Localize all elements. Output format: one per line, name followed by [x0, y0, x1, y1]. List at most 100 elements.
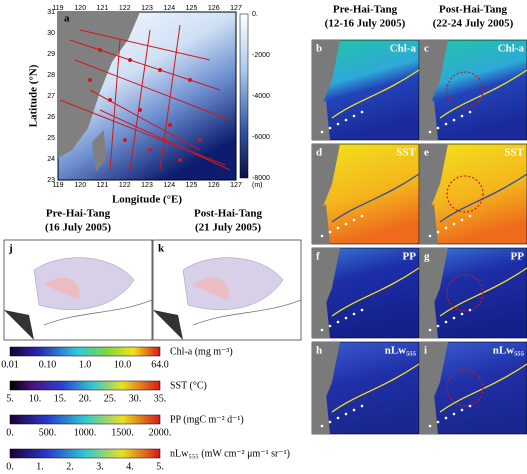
map-panel: i nLw₅₅₅ [420, 342, 527, 434]
station-dot [345, 413, 348, 416]
station-dot [353, 313, 356, 316]
panel-label: Chl-a [498, 43, 525, 55]
column-dates: (12-16 July 2005) [325, 18, 406, 30]
x-tick-label: 121 [97, 5, 109, 12]
station-dot [329, 325, 332, 328]
panel-letter: h [316, 345, 322, 357]
colorbar-tick-label: 15. [54, 393, 67, 404]
station-dot [337, 321, 340, 324]
x-axis-label: Longitude (°E) [112, 194, 182, 206]
x-tick-label: 126 [208, 5, 220, 12]
colorbar [10, 415, 160, 424]
station-dot [353, 409, 356, 412]
x-tick-label: 120 [74, 182, 86, 189]
station-dot [321, 131, 324, 134]
panel-label: PP [403, 251, 417, 263]
colorbar-tick-label: -2000 [252, 52, 270, 59]
x-tick-label: 123 [141, 182, 153, 189]
y-tick-label: 31 [47, 9, 55, 16]
station-dot [321, 235, 324, 238]
station-dot [361, 405, 364, 408]
colorbar-label: PP (mgC m⁻² d⁻¹) [170, 414, 244, 425]
station-dot [429, 425, 432, 428]
colorbar-tick-label: 2000. [149, 427, 172, 438]
station-dot [469, 111, 472, 114]
colorbar-tick-label: 0. [252, 11, 258, 18]
colorbar [10, 381, 160, 390]
vector-panel: k [153, 240, 301, 340]
station-dot [361, 215, 364, 218]
colorbar-tick-label: 1500. [111, 427, 134, 438]
colorbar-label: Chl-a (mg m⁻³) [170, 346, 233, 357]
panel-dates: (21 July 2005) [195, 222, 261, 234]
station-dot [321, 329, 324, 332]
panel-letter: c [424, 43, 429, 55]
colorbar-tick-label: 35. [154, 393, 167, 404]
station-dot [337, 123, 340, 126]
colorbar-tick-label: 1. [36, 461, 44, 472]
station-dot [453, 119, 456, 122]
map-panel: f PP [312, 248, 419, 338]
panel-label: SST [396, 147, 416, 159]
station-dot [337, 227, 340, 230]
colorbar-tick-label: 500. [39, 427, 57, 438]
colorbar-tick-label: -6000 [252, 134, 270, 141]
colorbar-tick-label: 1000. [74, 427, 97, 438]
station-dot [445, 321, 448, 324]
panel-label: nLw₅₅₅ [385, 345, 417, 357]
x-tick-label: 127 [230, 182, 242, 189]
x-tick-label: 121 [97, 182, 109, 189]
station-dot [437, 231, 440, 234]
panel-label: SST [504, 147, 524, 159]
colorbar-tick-label: -4000 [252, 93, 270, 100]
colorbar-tick-label: 1.0 [79, 359, 92, 370]
station-dot [461, 115, 464, 118]
station-dot [353, 115, 356, 118]
station-dot [461, 313, 464, 316]
colorbar-tick-label: 5. [6, 393, 14, 404]
colorbar-tick-label: 3. [96, 461, 104, 472]
station-dot [321, 425, 324, 428]
y-tick-label: 23 [47, 177, 55, 184]
station-dot [469, 215, 472, 218]
colorbar-tick-label: 0. [6, 461, 14, 472]
station-dot [461, 219, 464, 222]
panel-letter: e [424, 147, 429, 159]
station-dot [353, 219, 356, 222]
panel-label: PP [511, 251, 525, 263]
station-dot [461, 409, 464, 412]
colorbar-label: nLw₅₅₅ (mW cm⁻² μm⁻¹ sr⁻¹) [170, 448, 290, 459]
panel-letter: b [316, 43, 322, 55]
x-tick-label: 124 [163, 182, 175, 189]
colorbar-tick-label: 64.0 [151, 359, 169, 370]
colorbar [240, 14, 248, 178]
station-dot [329, 231, 332, 234]
y-tick-label: 27 [47, 93, 55, 100]
colorbar [10, 347, 160, 356]
panel-label: nLw₅₅₅ [493, 345, 525, 357]
station-dot [361, 111, 364, 114]
colorbar-tick-label: 5. [156, 461, 164, 472]
colorbar-unit: (m) [252, 182, 263, 189]
colorbar-tick-label: 0. [6, 427, 14, 438]
panel-title: Pre-Hai-Tang [46, 208, 111, 220]
panel-letter: i [424, 345, 427, 357]
colorbar [10, 449, 160, 458]
station-dot [469, 309, 472, 312]
station-dot [429, 235, 432, 238]
column-title: Post-Hai-Tang [439, 4, 508, 16]
x-tick-label: 123 [141, 5, 153, 12]
station-dot [345, 317, 348, 320]
y-tick-label: 30 [47, 30, 55, 37]
x-tick-label: 126 [208, 182, 220, 189]
panel-letter: f [316, 251, 320, 263]
station-dot [329, 421, 332, 424]
station-dot [437, 127, 440, 130]
map-panel: bChl-a [312, 40, 419, 140]
colorbar-tick-label: 20. [79, 393, 92, 404]
map-panel: h nLw₅₅₅ [312, 342, 419, 434]
colorbar-tick-label: 2. [66, 461, 74, 472]
station-dot [345, 223, 348, 226]
column-dates: (22-24 July 2005) [433, 18, 514, 30]
station-dot [437, 421, 440, 424]
